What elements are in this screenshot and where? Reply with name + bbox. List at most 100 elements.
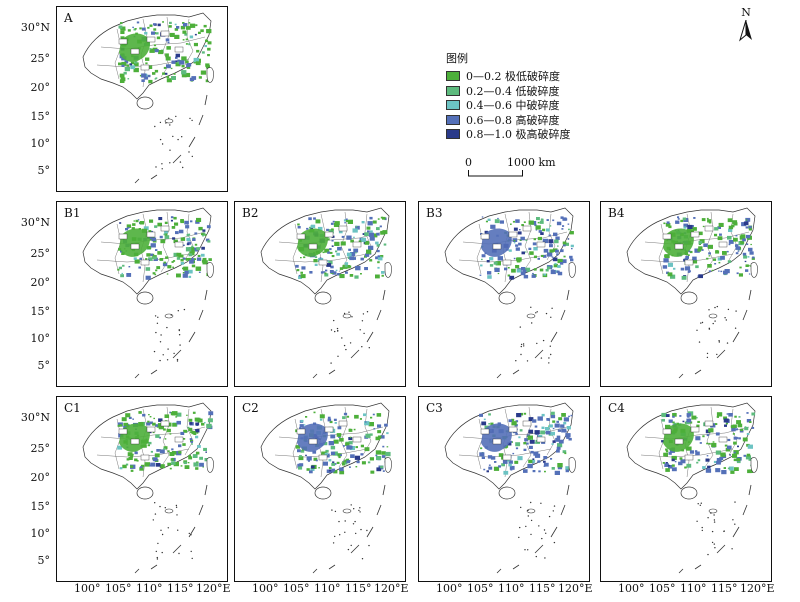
island-dot [706,352,709,355]
patch [748,247,753,252]
province-name-box [146,231,156,238]
patch [171,448,174,451]
island-dot [188,532,190,535]
patch [714,263,717,265]
patch [348,248,351,251]
patch [158,217,163,221]
patch [671,467,677,472]
patch [182,22,185,24]
island-dot [191,557,193,560]
patch [557,463,563,468]
taiwan-outline [568,457,576,473]
nine-dash-segment [566,484,570,496]
patch [508,463,512,467]
patch [298,274,301,277]
patch [661,418,665,422]
patch [720,255,725,260]
province-name-box [352,241,362,248]
patch [339,467,344,472]
island-dot [344,531,346,533]
patch [183,461,187,465]
patch [662,265,668,269]
island-dot [152,519,154,521]
fragmentation-patches [661,411,756,475]
patch [156,36,161,40]
patch [508,460,513,464]
lat-label-15-a: 15° [30,110,51,123]
patch [566,426,571,430]
patch [493,261,498,265]
patch [520,271,526,276]
patch [525,251,527,253]
patch [332,220,335,223]
patch [181,64,185,68]
nine-dash-segment [382,289,386,301]
patch [376,467,382,472]
patch [745,217,751,222]
patch [164,235,170,239]
lon-label-120-c2: 120°E [374,582,409,595]
patch [325,449,329,453]
patch [157,251,162,255]
patch [185,60,189,64]
patch [541,440,546,444]
patch [167,41,170,44]
patch [178,229,184,234]
island-dot [337,330,339,332]
patch [665,468,670,472]
patch [547,252,553,257]
patch [139,257,143,260]
island-dot [358,509,360,512]
patch [309,226,312,229]
patch [194,258,197,260]
patch [361,221,365,224]
island-dot [536,342,538,345]
patch [541,254,544,257]
patch [728,240,734,244]
patch [736,460,741,464]
patch [564,452,567,455]
patch [564,218,568,221]
province-name-box [338,225,348,232]
patch [187,241,192,245]
patch [158,50,164,55]
patch [330,251,333,254]
patch [557,465,563,470]
island-dot [714,306,716,309]
patch [299,455,302,458]
patch [554,423,560,428]
nine-dash-segment [694,369,702,375]
patch [725,447,731,452]
patch [346,460,350,464]
patch [380,255,384,258]
patch [546,228,550,232]
patch [355,466,358,468]
patch [160,239,166,244]
patch [550,411,555,415]
patch [534,430,540,435]
patch [549,244,553,248]
island-dot [173,352,175,355]
patch [668,452,672,455]
patch [154,453,160,458]
patch [665,448,668,451]
patch [150,450,153,453]
island-dot [700,322,702,324]
patch [366,249,372,254]
patch [521,224,524,227]
patch [675,220,680,224]
patch [737,445,739,448]
island-dot [553,505,556,507]
lat-label-25-c: 25° [30,442,51,455]
province-boundary [476,418,484,470]
patch [695,450,698,452]
patch [515,447,519,450]
patch [125,228,129,231]
patch [706,217,709,220]
patch [333,439,339,444]
patch [556,446,561,450]
province-name-box [522,420,532,427]
patch [527,435,533,440]
island-dot [351,316,353,318]
lon-label-110-c3: 110° [498,582,525,595]
